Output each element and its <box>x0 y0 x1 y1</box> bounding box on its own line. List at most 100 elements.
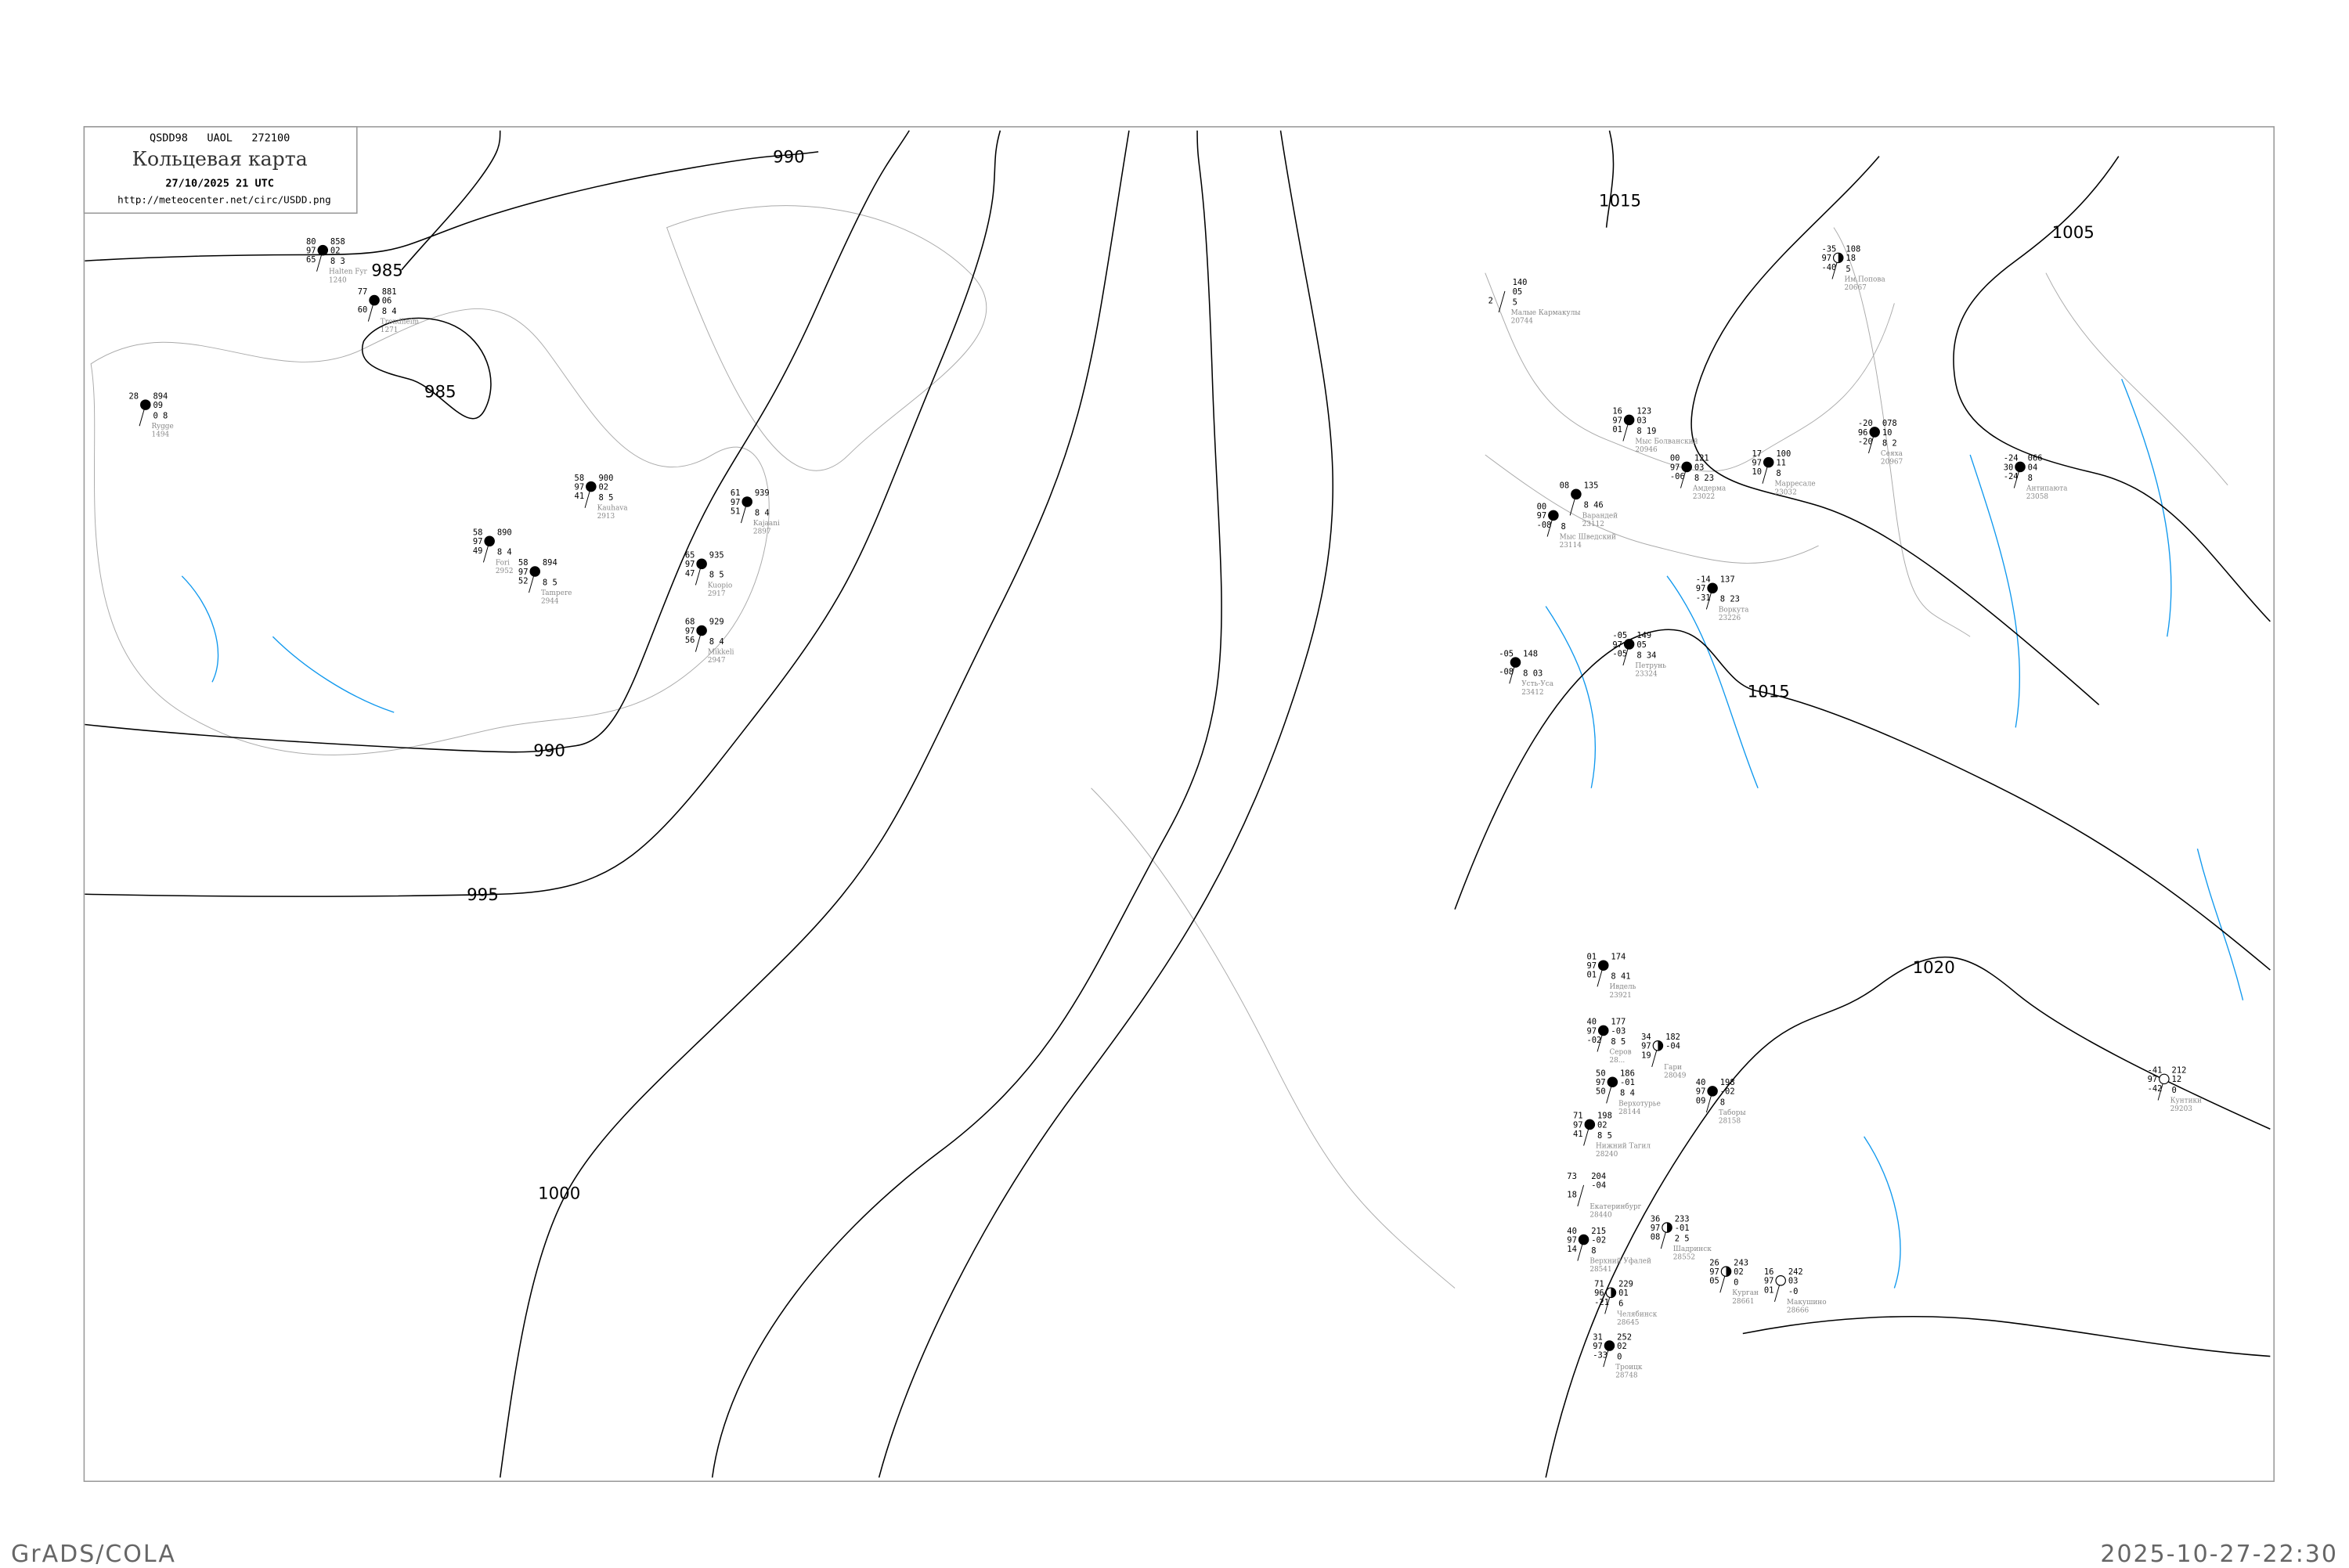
station-tend: -03 <box>1611 1026 1626 1036</box>
station-t: -05 <box>1612 631 1627 640</box>
station-id: 1240 <box>329 276 347 284</box>
station-t: 58 <box>518 558 529 568</box>
cloud-cover-icon <box>1597 960 1609 971</box>
station-name: Серов <box>1609 1048 1631 1056</box>
station-id: 28... <box>1609 1057 1625 1065</box>
station-x: 8 <box>1776 469 1781 478</box>
station-x: -0 <box>1788 1287 1799 1296</box>
station-p: 135 <box>1584 481 1599 491</box>
station-p: 215 <box>1591 1227 1606 1236</box>
coastlines <box>90 205 2228 1289</box>
station-a: 97 <box>685 560 695 569</box>
station-a: 97 <box>1612 416 1622 425</box>
station-p: 858 <box>330 237 345 247</box>
station-t: 16 <box>1612 407 1622 416</box>
station-id: 2944 <box>541 598 559 606</box>
isobar-1020 <box>1545 956 2271 1478</box>
station-td: 56 <box>685 636 695 645</box>
cloud-cover-icon <box>1584 1119 1596 1130</box>
station-tend: 12 <box>2172 1075 2182 1084</box>
station-x: 0 8 <box>153 412 168 421</box>
isobar-1015-south <box>1454 629 2271 971</box>
source-url[interactable]: http://meteocenter.net/circ/USDD.png <box>117 194 331 206</box>
isobar-1005-east <box>1953 156 2271 622</box>
station-p: 229 <box>1618 1280 1633 1289</box>
station-x: 8 23 <box>1720 595 1740 604</box>
station-t: 71 <box>1573 1112 1583 1121</box>
station-id: 23114 <box>1560 542 1582 550</box>
station-p: 066 <box>2028 454 2043 463</box>
cloud-cover-icon <box>1707 582 1718 594</box>
station-tend: -01 <box>1620 1078 1635 1087</box>
station-id: 23921 <box>1609 992 1631 1000</box>
isobar-995 <box>85 130 1001 897</box>
station-a: 30 <box>2004 463 2014 472</box>
station-t: -05 <box>1499 649 1514 658</box>
station-id: 28666 <box>1787 1307 1810 1314</box>
station-td: 01 <box>1586 971 1597 980</box>
station-tend: 02 <box>1617 1342 1627 1351</box>
station-tend: -04 <box>1591 1181 1606 1191</box>
station-a: 97 <box>1586 961 1597 971</box>
station-t: 00 <box>1670 454 1680 463</box>
footer-timestamp: 2025-10-27-22:30 <box>2100 1541 2338 1568</box>
isobar-labels: 985 985 990 990 995 1000 1005 1015 1015 … <box>371 147 2095 1203</box>
station-id: 2913 <box>597 513 615 521</box>
station-id: 28440 <box>1589 1212 1612 1220</box>
station-name: Гари <box>1664 1064 1682 1072</box>
station-plot[interactable]: 40 177 97 -03 -02 8 5Серов28... <box>1586 1018 1631 1065</box>
station-x: 5 <box>1846 265 1850 274</box>
station-tend: 04 <box>2028 463 2038 472</box>
station-t: 36 <box>1651 1214 1661 1224</box>
isobar-label: 1015 <box>1748 683 1790 702</box>
station-x: 8 4 <box>755 508 770 517</box>
station-p: 198 <box>1597 1112 1612 1121</box>
station-td: 18 <box>1567 1190 1577 1199</box>
station-p: 900 <box>599 474 614 483</box>
wind-barb-icon <box>1498 290 1506 313</box>
station-a: 97 <box>1612 640 1622 650</box>
station-name: Kajaani <box>753 520 780 528</box>
station-t: 40 <box>1586 1018 1597 1027</box>
station-id: 23022 <box>1693 493 1715 501</box>
station-name: Воркута <box>1719 606 1749 614</box>
station-a: 97 <box>731 498 741 507</box>
station-tend: 18 <box>1846 254 1856 263</box>
